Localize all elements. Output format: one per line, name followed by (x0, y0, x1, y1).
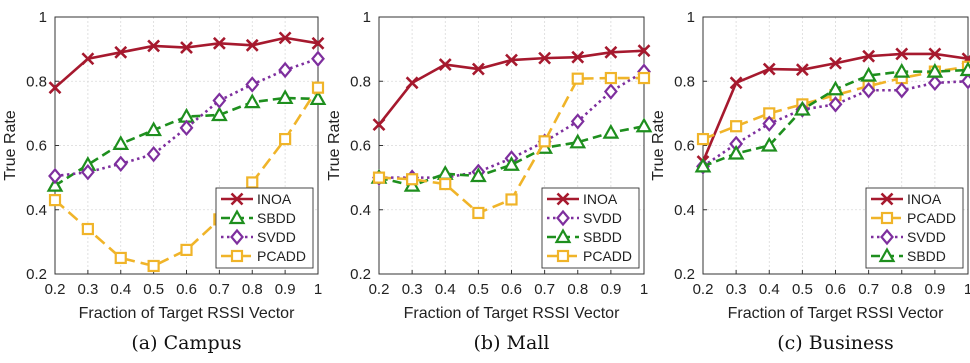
data-point-pcadd (374, 173, 384, 183)
data-point-pcadd (182, 245, 192, 255)
y-tick-label: 0.6 (674, 138, 695, 155)
panel-caption: (c) Business (777, 332, 894, 354)
x-tick-label: 0.8 (242, 281, 263, 298)
data-point-pcadd (280, 134, 290, 144)
y-tick-label: 0.2 (350, 266, 371, 283)
y-tick-label: 0.2 (26, 266, 47, 283)
x-tick-label: 0.5 (468, 281, 489, 298)
y-tick-label: 1 (687, 9, 695, 26)
x-tick-label: 1 (964, 281, 970, 298)
legend-label-pcadd: PCADD (583, 248, 632, 264)
data-point-pcadd (440, 179, 450, 189)
panel-caption: (b) Mall (474, 332, 550, 354)
x-tick-label: 0.7 (209, 281, 230, 298)
x-tick-label: 0.5 (792, 281, 813, 298)
y-axis-label: True Rate (650, 110, 667, 181)
x-tick-label: 0.3 (77, 281, 98, 298)
x-tick-label: 1 (314, 281, 322, 298)
y-tick-label: 0.4 (674, 202, 695, 219)
y-tick-label: 0.8 (674, 73, 695, 90)
x-tick-label: 0.2 (369, 281, 390, 298)
x-tick-label: 0.2 (693, 281, 714, 298)
legend-marker-pcadd (232, 251, 242, 261)
legend-label-sbdd: SBDD (583, 229, 622, 245)
x-tick-label: 0.4 (110, 281, 131, 298)
data-point-pcadd (473, 208, 483, 218)
x-tick-label: 0.5 (143, 281, 164, 298)
data-point-pcadd (639, 73, 649, 83)
data-point-pcadd (149, 261, 159, 271)
legend: INOA SVDD SBDD PCADD (542, 188, 639, 268)
y-tick-label: 1 (363, 9, 371, 26)
x-axis-label: Fraction of Target RSSI Vector (404, 305, 620, 322)
y-tick-label: 0.6 (350, 138, 371, 155)
x-tick-label: 1 (640, 281, 648, 298)
data-point-pcadd (247, 177, 257, 187)
y-tick-label: 1 (39, 9, 47, 26)
x-tick-label: 0.8 (567, 281, 588, 298)
x-tick-label: 0.3 (402, 281, 423, 298)
x-tick-label: 0.4 (759, 281, 780, 298)
data-point-pcadd (313, 83, 323, 93)
data-point-pcadd (573, 74, 583, 84)
data-point-pcadd (116, 253, 126, 263)
legend-marker-pcadd (558, 251, 568, 261)
x-tick-label: 0.6 (825, 281, 846, 298)
legend: INOA SBDD SVDD PCADD (216, 188, 313, 268)
y-tick-label: 0.2 (674, 266, 695, 283)
legend-label-svdd: SVDD (583, 210, 622, 226)
legend-label-pcadd: PCADD (257, 248, 306, 264)
x-tick-label: 0.7 (534, 281, 555, 298)
y-tick-label: 0.6 (26, 138, 47, 155)
data-point-pcadd (606, 73, 616, 83)
y-tick-label: 0.4 (350, 202, 371, 219)
legend-label-inoa: INOA (583, 191, 618, 207)
data-point-pcadd (407, 174, 417, 184)
legend-marker-pcadd (882, 213, 892, 223)
data-point-pcadd (731, 121, 741, 131)
x-tick-label: 0.3 (726, 281, 747, 298)
data-point-pcadd (83, 224, 93, 234)
legend-label-sbdd: SBDD (257, 210, 296, 226)
x-tick-label: 0.6 (176, 281, 197, 298)
y-tick-label: 0.8 (26, 73, 47, 90)
legend: INOA PCADD SVDD SBDD (866, 188, 963, 268)
x-tick-label: 0.6 (501, 281, 522, 298)
legend-label-pcadd: PCADD (907, 210, 956, 226)
data-point-pcadd (507, 194, 517, 204)
x-tick-label: 0.9 (275, 281, 296, 298)
legend-label-svdd: SVDD (907, 229, 946, 245)
x-tick-label: 0.2 (45, 281, 66, 298)
x-axis-label: Fraction of Target RSSI Vector (728, 305, 944, 322)
x-tick-label: 0.7 (858, 281, 879, 298)
legend-label-inoa: INOA (907, 191, 942, 207)
data-point-pcadd (698, 134, 708, 144)
x-tick-label: 0.9 (924, 281, 945, 298)
y-axis-label: True Rate (2, 110, 19, 181)
data-point-pcadd (50, 195, 60, 205)
legend-label-inoa: INOA (257, 191, 292, 207)
x-tick-label: 0.8 (891, 281, 912, 298)
panel-caption: (a) Campus (131, 332, 241, 354)
x-tick-label: 0.9 (600, 281, 621, 298)
y-axis-label: True Rate (326, 110, 343, 181)
data-point-pcadd (540, 136, 550, 146)
y-tick-label: 0.8 (350, 73, 371, 90)
legend-label-sbdd: SBDD (907, 248, 946, 264)
x-tick-label: 0.4 (435, 281, 456, 298)
legend-label-svdd: SVDD (257, 229, 296, 245)
x-axis-label: Fraction of Target RSSI Vector (79, 305, 295, 322)
y-tick-label: 0.4 (26, 202, 47, 219)
